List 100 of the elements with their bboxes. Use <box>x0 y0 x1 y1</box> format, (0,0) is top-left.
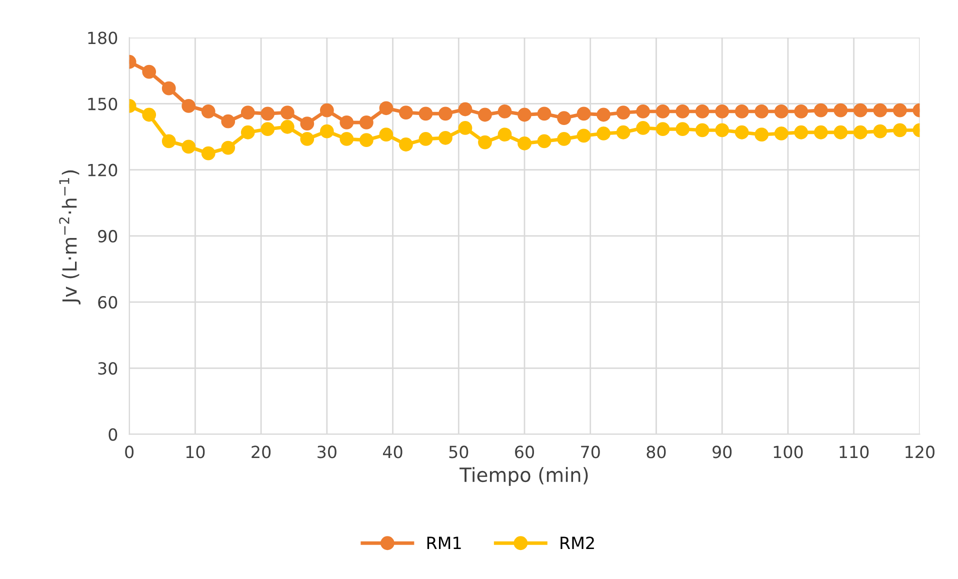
point <box>240 106 255 120</box>
y-tick-label: 180 <box>88 32 118 44</box>
point <box>576 106 591 121</box>
point <box>438 106 452 121</box>
point <box>260 122 275 136</box>
point <box>834 103 848 118</box>
point <box>399 138 413 152</box>
point <box>715 123 730 138</box>
point <box>340 116 354 130</box>
point <box>596 126 610 140</box>
point <box>142 108 156 122</box>
y-tick-label: 0 <box>108 428 118 441</box>
point <box>774 126 788 140</box>
point <box>162 134 176 148</box>
point <box>240 125 255 140</box>
point <box>280 106 294 120</box>
point <box>498 128 512 142</box>
point <box>300 132 314 146</box>
point <box>379 128 394 142</box>
point <box>616 125 630 140</box>
point <box>873 124 888 138</box>
point <box>734 104 749 118</box>
point <box>695 123 710 138</box>
point <box>418 132 433 146</box>
point <box>399 106 413 120</box>
point <box>754 128 769 142</box>
point <box>557 111 571 126</box>
point <box>537 134 552 148</box>
x-tick-label: 90 <box>712 446 732 458</box>
point <box>478 108 492 122</box>
point <box>142 64 156 79</box>
point <box>418 106 433 121</box>
point <box>656 104 670 118</box>
legend-label: RM1 <box>427 536 461 549</box>
point <box>715 104 730 118</box>
point <box>182 98 196 113</box>
x-tick-label: 10 <box>186 446 205 458</box>
point <box>596 108 610 122</box>
point <box>438 130 452 145</box>
point <box>892 103 907 118</box>
point <box>814 125 828 140</box>
y-axis-title: Jv (L·m$^{−2}$·h$^{−1}$) <box>59 170 81 304</box>
x-axis-title: Tiempo (min) <box>460 467 588 486</box>
y-tick-label: 30 <box>98 362 118 375</box>
y-tick-label: 60 <box>98 296 118 309</box>
x-tick-label: 20 <box>252 446 271 458</box>
point <box>656 122 670 136</box>
point <box>458 102 472 116</box>
point <box>320 124 334 138</box>
point <box>695 104 710 118</box>
point <box>260 106 275 121</box>
point <box>359 116 374 130</box>
point <box>636 104 650 118</box>
point <box>676 104 690 118</box>
point <box>478 135 492 150</box>
point <box>300 116 314 131</box>
x-tick-label: 0 <box>125 446 134 458</box>
x-tick-label: 60 <box>515 446 534 458</box>
point <box>359 133 374 148</box>
point <box>814 103 828 118</box>
point <box>537 106 552 121</box>
x-tick-label: 120 <box>906 446 934 458</box>
point <box>162 81 176 96</box>
point <box>340 132 354 146</box>
point <box>182 140 196 154</box>
x-tick-label: 40 <box>382 446 402 458</box>
y-tick-label: 120 <box>88 164 118 176</box>
point <box>280 120 294 134</box>
point <box>853 125 868 140</box>
x-tick-label: 80 <box>646 446 666 458</box>
x-tick-label: 50 <box>449 446 468 458</box>
point <box>636 121 650 135</box>
point <box>557 132 571 146</box>
point <box>774 104 788 118</box>
point <box>320 103 334 118</box>
point <box>734 125 749 140</box>
point <box>853 103 868 118</box>
point <box>794 104 808 118</box>
point <box>616 106 630 120</box>
point <box>892 123 907 138</box>
point <box>201 146 216 160</box>
point <box>221 114 236 128</box>
point <box>676 122 690 136</box>
point <box>873 103 888 118</box>
point <box>834 125 848 140</box>
point <box>201 104 216 118</box>
x-tick-label: 70 <box>581 446 600 458</box>
point <box>379 101 394 116</box>
point <box>518 136 532 150</box>
point <box>794 125 808 140</box>
y-tick-label: 150 <box>88 98 118 110</box>
point <box>458 121 472 135</box>
x-tick-label: 30 <box>318 446 336 458</box>
point <box>498 104 512 118</box>
y-tick-label: 90 <box>98 230 118 243</box>
point <box>754 104 769 118</box>
x-tick-label: 100 <box>774 446 803 458</box>
point <box>576 128 591 143</box>
point <box>221 140 236 155</box>
legend-label: RM2 <box>560 536 594 549</box>
